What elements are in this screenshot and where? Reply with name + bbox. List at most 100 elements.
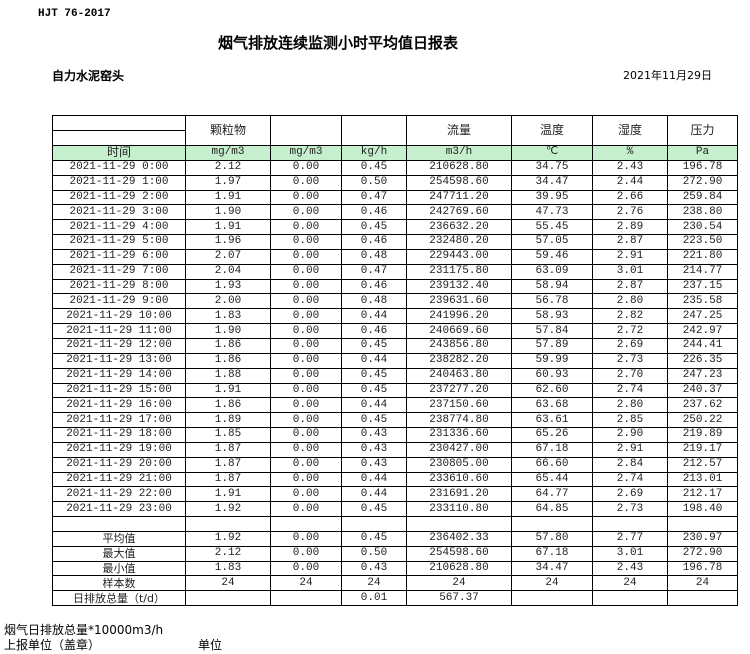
value-cell: 0.43	[341, 456, 407, 473]
table-row: 2021-11-29 4:00 1.91 0.00 0.45 236632.20 55.4…	[52, 219, 738, 236]
value-cell: 0.46	[341, 278, 407, 295]
stat-label: 样本数	[52, 575, 186, 592]
value-cell: 254598.60	[406, 174, 512, 191]
unit-label: kg/h	[341, 145, 407, 161]
value-cell: 0.00	[270, 234, 342, 250]
value-cell: 0.48	[341, 248, 407, 265]
value-cell: 243856.80	[406, 337, 512, 354]
value-cell: 65.26	[511, 427, 593, 443]
stat-value: 0.01	[341, 590, 407, 607]
value-cell: 231175.80	[406, 263, 512, 280]
value-cell: 0.45	[341, 219, 407, 236]
value-cell: 39.95	[511, 189, 593, 206]
table-row: 2021-11-29 17:00 1.89 0.00 0.45 238774.80 63.…	[52, 412, 738, 429]
value-cell: 2.44	[592, 174, 668, 191]
table-row: 2021-11-29 7:00 2.04 0.00 0.47 231175.80 63.0…	[52, 263, 738, 280]
stat-value: 24	[667, 575, 738, 592]
value-cell: 241996.20	[406, 308, 512, 325]
value-cell: 0.00	[270, 263, 342, 280]
table-row: 2021-11-29 14:00 1.88 0.00 0.45 240463.80 60.…	[52, 367, 738, 384]
stat-value: 24	[341, 575, 407, 592]
stat-value: 1.83	[185, 560, 271, 577]
table-row: 2021-11-29 10:00 1.83 0.00 0.44 241996.20 58.…	[52, 308, 738, 325]
value-cell: 0.46	[341, 323, 407, 339]
stat-value: 272.90	[667, 545, 738, 562]
value-cell: 212.57	[667, 456, 738, 473]
unit-label: Pa	[667, 145, 738, 161]
value-cell: 2.69	[592, 337, 668, 354]
value-cell: 1.91	[185, 219, 271, 236]
header-corner-top	[52, 115, 186, 131]
value-cell: 226.35	[667, 352, 738, 369]
footer-reporter: 上报单位（盖章）	[4, 638, 101, 652]
value-cell: 0.00	[270, 308, 342, 325]
value-cell: 0.44	[341, 308, 407, 325]
value-cell: 1.86	[185, 397, 271, 414]
value-cell: 2.91	[592, 248, 668, 265]
value-cell: 0.00	[270, 412, 342, 429]
value-cell: 259.84	[667, 189, 738, 206]
time-cell: 2021-11-29 11:00	[52, 323, 186, 339]
value-cell: 0.00	[270, 248, 342, 265]
value-cell: 233610.60	[406, 471, 512, 488]
value-cell: 0.00	[270, 441, 342, 458]
value-cell: 2.76	[592, 204, 668, 221]
unit-label: mg/m3	[270, 145, 342, 161]
value-cell: 2.07	[185, 248, 271, 265]
value-cell: 1.91	[185, 189, 271, 206]
value-cell: 0.00	[270, 471, 342, 488]
time-cell: 2021-11-29 7:00	[52, 263, 186, 280]
table-row: 2021-11-29 15:00 1.91 0.00 0.45 237277.20 62.…	[52, 382, 738, 399]
empty-cell	[667, 516, 738, 532]
stats-row: 样本数 24 24 24 24 24 24 24	[52, 575, 738, 592]
value-cell: 233110.80	[406, 501, 512, 518]
unit-label: mg/m3	[185, 145, 271, 161]
value-cell: 2.74	[592, 382, 668, 399]
stat-value: 196.78	[667, 560, 738, 577]
value-cell: 57.05	[511, 234, 593, 250]
empty-cell	[406, 516, 512, 532]
value-cell: 0.00	[270, 501, 342, 518]
report-date: 2021年11月29日	[623, 69, 712, 82]
table-row: 2021-11-29 13:00 1.86 0.00 0.44 238282.20 59.…	[52, 352, 738, 369]
value-cell: 0.44	[341, 397, 407, 414]
value-cell: 242.97	[667, 323, 738, 339]
stat-value: 1.92	[185, 530, 271, 547]
value-cell: 67.18	[511, 441, 593, 458]
value-cell: 1.87	[185, 441, 271, 458]
value-cell: 210628.80	[406, 159, 512, 176]
table-row: 2021-11-29 21:00 1.87 0.00 0.44 233610.60 65.…	[52, 471, 738, 488]
value-cell: 2.04	[185, 263, 271, 280]
time-cell: 2021-11-29 6:00	[52, 248, 186, 265]
value-cell: 229443.00	[406, 248, 512, 265]
stat-label: 日排放总量（t/d）	[52, 590, 186, 607]
value-cell: 0.47	[341, 263, 407, 280]
stat-value: 2.77	[592, 530, 668, 547]
value-cell: 1.87	[185, 471, 271, 488]
value-cell: 2.84	[592, 456, 668, 473]
time-cell: 2021-11-29 2:00	[52, 189, 186, 206]
value-cell: 2.43	[592, 159, 668, 176]
value-cell: 2.66	[592, 189, 668, 206]
time-cell: 2021-11-29 21:00	[52, 471, 186, 488]
table-row: 2021-11-29 3:00 1.90 0.00 0.46 242769.60 47.7…	[52, 204, 738, 221]
value-cell: 2.74	[592, 471, 668, 488]
table-row: 2021-11-29 23:00 1.92 0.00 0.45 233110.80 64.…	[52, 501, 738, 518]
column-header: 温度	[511, 115, 593, 146]
value-cell: 47.73	[511, 204, 593, 221]
stat-value: 34.47	[511, 560, 593, 577]
value-cell: 0.00	[270, 293, 342, 310]
stat-value: 230.97	[667, 530, 738, 547]
value-cell: 34.75	[511, 159, 593, 176]
table-row: 2021-11-29 12:00 1.86 0.00 0.45 243856.80 57.…	[52, 337, 738, 354]
value-cell: 0.00	[270, 323, 342, 339]
column-header: 颗粒物	[185, 115, 271, 146]
value-cell: 2.72	[592, 323, 668, 339]
stat-label: 最大值	[52, 545, 186, 562]
column-header: 流量	[406, 115, 512, 146]
column-header: 湿度	[592, 115, 668, 146]
stat-label: 最小值	[52, 560, 186, 577]
value-cell: 198.40	[667, 501, 738, 518]
value-cell: 221.80	[667, 248, 738, 265]
value-cell: 239132.40	[406, 278, 512, 295]
